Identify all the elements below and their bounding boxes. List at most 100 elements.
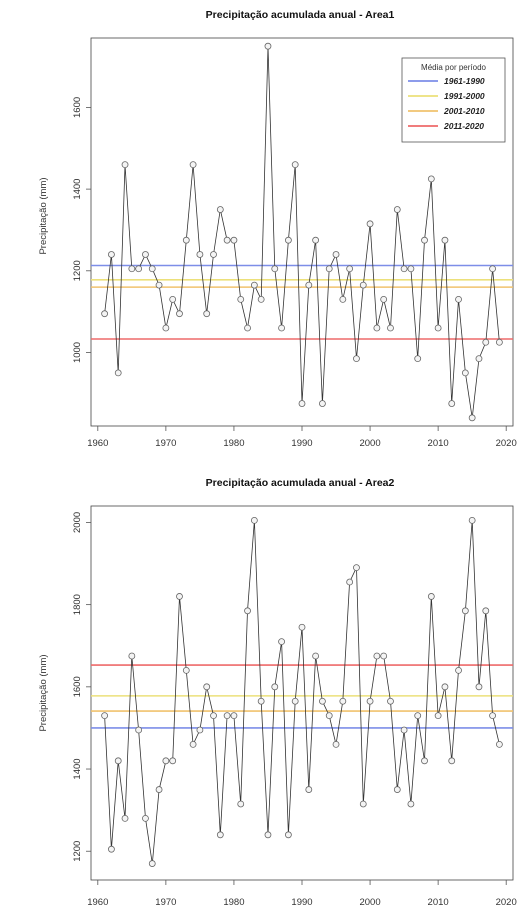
x-tick-label: 1960 [87, 897, 108, 908]
x-tick-label: 2000 [359, 897, 380, 908]
data-point [210, 712, 217, 720]
x-tick-label: 2020 [496, 897, 517, 908]
data-point [400, 726, 408, 734]
x-tick-label: 2000 [359, 438, 380, 449]
data-point [393, 786, 401, 793]
data-point [291, 161, 299, 169]
legend-label: 2001-2010 [443, 106, 485, 116]
data-point [237, 295, 245, 303]
data-point [305, 786, 313, 793]
y-tick-label: 1000 [72, 342, 83, 363]
y-tick-label: 1400 [72, 758, 83, 779]
data-point [237, 800, 245, 808]
data-point [298, 623, 306, 631]
data-point [434, 712, 442, 720]
data-point [353, 355, 360, 363]
data-point [114, 369, 122, 377]
data-point [427, 175, 435, 183]
x-tick-label: 1990 [291, 438, 312, 449]
data-point [244, 607, 251, 615]
data-point [489, 712, 496, 720]
data-point [128, 265, 136, 273]
precipitation-series [101, 516, 503, 867]
data-point [108, 251, 115, 258]
data-point [203, 683, 211, 691]
legend-label: 1991-2000 [444, 91, 485, 101]
data-point [216, 831, 224, 839]
y-tick-label: 2000 [72, 512, 83, 533]
data-point [468, 414, 476, 422]
x-tick-label: 2020 [496, 438, 517, 449]
data-point [387, 324, 394, 332]
y-tick-label: 1200 [72, 841, 83, 862]
data-point [284, 831, 292, 839]
data-point [380, 652, 388, 660]
y-tick-label: 1600 [72, 97, 83, 118]
data-point [461, 607, 469, 615]
data-point [495, 740, 503, 748]
x-tick-label: 1990 [291, 897, 312, 908]
data-point [421, 236, 428, 244]
data-point [332, 740, 340, 748]
data-point [421, 757, 428, 765]
data-point [325, 712, 333, 720]
data-point [142, 251, 149, 258]
data-point [407, 265, 415, 273]
legend-box [401, 57, 506, 143]
legend: Média por período 1961-1990 1991-2000 2001-… [401, 57, 506, 143]
data-point [121, 814, 129, 822]
data-point [148, 265, 156, 273]
data-point [359, 800, 367, 808]
data-point [210, 251, 217, 258]
data-point [441, 683, 449, 691]
data-point [189, 740, 197, 748]
data-point [223, 236, 231, 244]
data-point [407, 800, 415, 808]
data-point [196, 726, 204, 734]
data-point [305, 281, 313, 289]
data-point [203, 310, 211, 318]
data-point [366, 697, 374, 705]
data-point [162, 324, 170, 332]
data-point [182, 666, 190, 674]
data-point [434, 324, 442, 332]
data-point [230, 712, 238, 720]
data-point [257, 295, 265, 303]
data-point [339, 295, 347, 303]
data-point [291, 697, 299, 705]
data-point [332, 251, 340, 258]
data-point [128, 652, 136, 660]
chart-area2: Precipitação acumulada anual - Area2 Pre… [38, 477, 517, 908]
data-point [169, 295, 177, 303]
data-point [298, 400, 306, 407]
data-point [135, 265, 143, 273]
data-point [135, 726, 143, 734]
data-point [155, 281, 163, 289]
chart-title: Precipitação acumulada anual - Area2 [206, 477, 395, 489]
chart-area1: Precipitação acumulada anual - Area1 Pre… [38, 9, 517, 449]
legend-label: 1961-1990 [444, 76, 485, 86]
data-point [284, 236, 292, 244]
y-tick-label: 1400 [72, 179, 83, 200]
period-mean-lines [91, 664, 513, 729]
data-point [414, 712, 422, 720]
data-point [346, 578, 354, 586]
data-point [176, 593, 183, 600]
data-point [121, 161, 129, 169]
data-point [230, 236, 238, 244]
data-point [264, 831, 272, 839]
x-tick-label: 1980 [223, 438, 244, 449]
data-point [312, 236, 320, 244]
data-point [441, 236, 449, 244]
y-tick-label: 1800 [72, 594, 83, 615]
axis-ticks: 1960 1970 1980 1990 2000 2010 2020 1200 1400 1600… [72, 512, 517, 908]
data-point [142, 814, 149, 822]
data-point [339, 697, 347, 705]
chart-title: Precipitação acumulada anual - Area1 [206, 9, 395, 21]
y-tick-label: 1600 [72, 676, 83, 697]
data-point [114, 757, 122, 765]
y-tick-label: 1200 [72, 260, 83, 281]
data-point [278, 638, 285, 646]
legend-label: 2011-2020 [443, 121, 484, 131]
